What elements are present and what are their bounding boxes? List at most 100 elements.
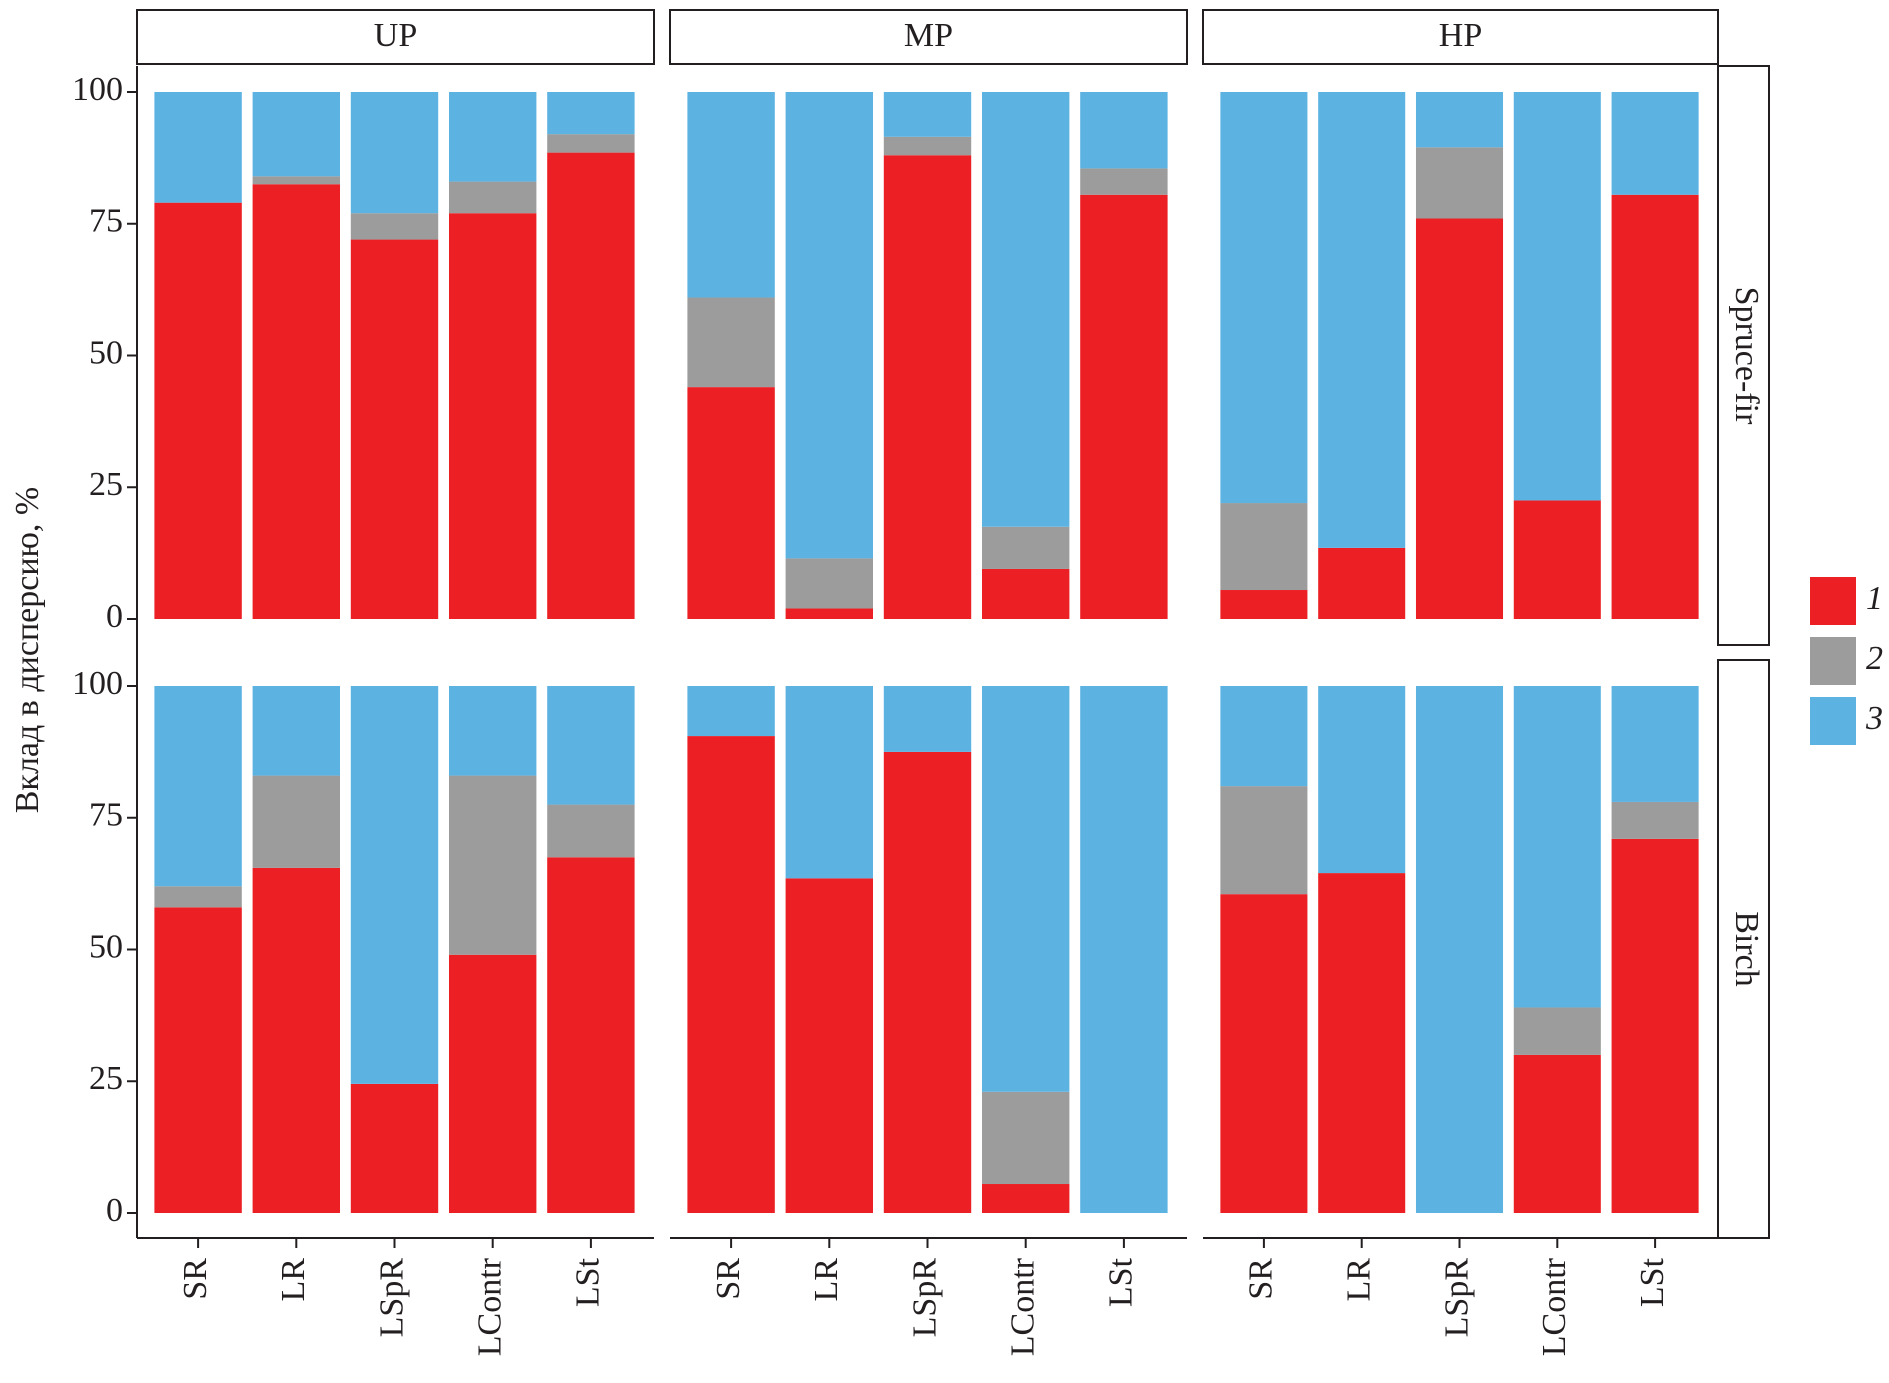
bar-segment	[1318, 547, 1406, 619]
x-tick-label: LR	[275, 1258, 312, 1302]
bar-segment	[1220, 92, 1308, 504]
bar-segment	[883, 155, 972, 620]
row-strip	[1717, 65, 1770, 646]
bar-segment	[1611, 686, 1699, 802]
y-tick-label: 50	[89, 928, 123, 965]
bar-segment	[350, 686, 439, 1084]
bar-segment	[154, 886, 242, 908]
y-axis-label: Вклад в дисперсию, %	[9, 487, 46, 814]
bar-segment	[1220, 590, 1308, 619]
x-tick-label: LSt	[570, 1257, 607, 1307]
bar-segment	[1513, 1054, 1601, 1213]
bar-segment	[350, 1083, 439, 1213]
bar-segment	[687, 387, 775, 619]
bar-segment	[785, 878, 873, 1213]
x-tick-label: LSpR	[373, 1258, 410, 1338]
x-tick-label: SR	[710, 1258, 747, 1300]
legend-swatch	[1810, 637, 1856, 685]
column-strip	[669, 9, 1188, 65]
bar-segment	[154, 92, 242, 203]
bar-segment	[252, 176, 340, 185]
y-tick-label: 25	[89, 1060, 123, 1097]
bar-segment	[982, 568, 1070, 619]
bar-segment	[449, 213, 537, 619]
x-tick-label: SR	[177, 1258, 214, 1300]
bar-segment	[1318, 92, 1406, 548]
row-label: Spruce-fir	[1728, 287, 1765, 426]
y-tick-label: 0	[106, 1192, 123, 1229]
column-label: HP	[1439, 17, 1482, 54]
bar-segment	[1415, 92, 1504, 148]
bar-segment	[785, 686, 873, 879]
bar-segment	[883, 92, 972, 137]
bar-segment	[1513, 686, 1601, 1008]
bar-segment	[252, 686, 340, 776]
legend-label: 2	[1866, 640, 1883, 677]
bar-segment	[350, 239, 439, 619]
column-strip	[1202, 9, 1719, 65]
bar-segment	[1080, 194, 1168, 619]
bar-segment	[982, 1184, 1070, 1213]
bar-segment	[154, 907, 242, 1213]
bar-segment	[785, 608, 873, 619]
bar-segment	[687, 92, 775, 298]
bar-segment	[252, 184, 340, 619]
bar-segment	[883, 751, 972, 1213]
bar-segment	[1220, 894, 1308, 1213]
bar-segment	[1611, 801, 1699, 839]
bar-segment	[982, 686, 1070, 1092]
bar-segment	[547, 92, 635, 135]
bar-segment	[687, 686, 775, 737]
bar-segment	[547, 804, 635, 858]
x-tick-label: LSpR	[906, 1258, 943, 1338]
bar-segment	[1220, 686, 1308, 787]
bar-segment	[687, 297, 775, 388]
x-tick-label: LContr	[1536, 1257, 1573, 1356]
x-tick-label: LSpR	[1438, 1258, 1475, 1338]
bar-segment	[350, 213, 439, 240]
column-strip	[136, 9, 655, 65]
bar-segment	[1513, 500, 1601, 619]
bar-segment	[1318, 686, 1406, 874]
bar-segment	[687, 736, 775, 1213]
column-label: MP	[904, 17, 953, 54]
bar-segment	[547, 134, 635, 153]
bar-segment	[1080, 168, 1168, 195]
row-strip	[1717, 659, 1770, 1239]
y-tick-label: 100	[72, 665, 123, 702]
bar-segment	[449, 686, 537, 776]
bar-segment	[883, 686, 972, 752]
x-tick-label: LR	[808, 1258, 845, 1302]
bar-segment	[252, 775, 340, 868]
bar-segment	[1080, 92, 1168, 169]
x-tick-label: LSt	[1103, 1257, 1140, 1307]
bar-segment	[1220, 786, 1308, 895]
legend-label: 3	[1865, 700, 1883, 737]
bar-segment	[449, 181, 537, 214]
y-tick-label: 100	[72, 71, 123, 108]
x-tick-label: LR	[1340, 1258, 1377, 1302]
bar-segment	[1513, 92, 1601, 501]
bar-segment	[449, 954, 537, 1213]
x-tick-label: SR	[1243, 1258, 1280, 1300]
legend-swatch	[1810, 577, 1856, 625]
bar-segment	[982, 526, 1070, 569]
bar-segment	[547, 857, 635, 1213]
bar-segment	[1318, 873, 1406, 1213]
bar-segment	[982, 92, 1070, 527]
bar-segment	[547, 686, 635, 805]
bar-segment	[350, 92, 439, 214]
bar-segment	[449, 92, 537, 182]
x-tick-label: LSt	[1634, 1257, 1671, 1307]
bar-segment	[1611, 92, 1699, 195]
bar-segment	[1080, 686, 1168, 1213]
bar-segment	[883, 136, 972, 156]
x-tick-label: LContr	[1004, 1257, 1041, 1356]
bar-segment	[785, 92, 873, 559]
y-tick-label: 0	[106, 598, 123, 635]
bar-segment	[1220, 503, 1308, 591]
bar-segment	[1611, 838, 1699, 1213]
x-tick-label: LContr	[471, 1257, 508, 1356]
column-label: UP	[374, 17, 417, 54]
